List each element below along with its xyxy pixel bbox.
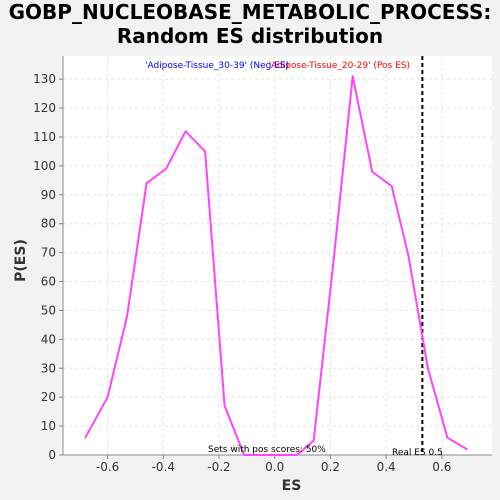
data-point — [223, 405, 226, 407]
data-point — [184, 130, 187, 132]
data-point — [312, 439, 315, 442]
data-point — [106, 396, 109, 398]
x-axis-label: ES — [282, 478, 302, 494]
y-tick-label: 70 — [41, 246, 56, 260]
x-tick-label: 0.2 — [321, 460, 340, 474]
y-tick-label: 100 — [33, 159, 56, 173]
pos-scores-annotation: Sets with pos scores: 50% — [208, 445, 326, 455]
y-tick-label: 110 — [33, 130, 56, 144]
y-tick-label: 20 — [41, 390, 56, 404]
data-point — [279, 454, 282, 456]
y-tick-label: 120 — [33, 101, 56, 115]
data-point — [390, 185, 393, 187]
data-point — [427, 367, 429, 370]
y-tick-label: 30 — [41, 361, 56, 375]
x-tick-label: -0.2 — [207, 460, 230, 474]
y-axis-label: P(ES) — [13, 239, 29, 282]
data-point — [351, 75, 354, 78]
y-tick-label: 80 — [41, 217, 56, 231]
y-tick-label: 0 — [48, 448, 56, 462]
x-tick-label: 0.0 — [265, 460, 284, 474]
legend-neg-label: 'Adipose-Tissue_30-39' (Neg ES) — [145, 61, 289, 71]
x-tick-label: -0.6 — [96, 460, 119, 474]
y-tick-label: 40 — [41, 332, 56, 346]
plot-area — [63, 56, 492, 455]
data-point — [371, 170, 374, 173]
data-point — [296, 454, 298, 456]
real-es-label: Real ES 0.5 — [392, 448, 443, 458]
data-point — [145, 182, 148, 185]
y-tick-label: 50 — [41, 303, 56, 317]
chart-title: GOBP_NUCLEOBASE_METABOLIC_PROCESS: Rando… — [0, 0, 500, 48]
data-point — [243, 454, 245, 456]
data-point — [84, 436, 87, 439]
y-tick-label: 10 — [41, 419, 56, 433]
data-point — [126, 315, 128, 318]
data-point — [446, 436, 449, 439]
y-tick-label: 130 — [33, 72, 56, 86]
x-tick-label: 0.4 — [377, 460, 396, 474]
data-point — [332, 263, 335, 265]
chart-subtitle: Random ES distribution — [116, 24, 384, 48]
y-tick-label: 60 — [41, 275, 56, 289]
data-point — [165, 167, 167, 170]
x-tick-label: -0.4 — [152, 460, 175, 474]
x-tick-label: 0.6 — [432, 460, 451, 474]
data-point — [204, 150, 206, 153]
data-point — [262, 454, 265, 456]
legend-pos-label: 'Adipose-Tissue_20-29' (Pos ES) — [269, 61, 410, 71]
chart-title-line1: GOBP_NUCLEOBASE_METABOLIC_PROCESS: — [8, 0, 492, 24]
data-point — [466, 448, 468, 451]
data-point — [407, 254, 410, 257]
y-tick-label: 90 — [41, 188, 56, 202]
